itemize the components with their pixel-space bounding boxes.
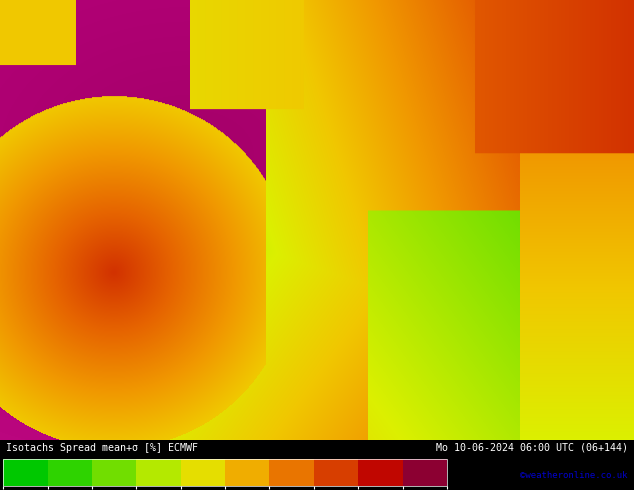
Text: Mo 10-06-2024 06:00 UTC (06+144): Mo 10-06-2024 06:00 UTC (06+144) xyxy=(436,442,628,452)
Text: Isotachs Spread mean+σ [%] ECMWF: Isotachs Spread mean+σ [%] ECMWF xyxy=(6,442,198,452)
Text: ©weatheronline.co.uk: ©weatheronline.co.uk xyxy=(520,471,628,480)
